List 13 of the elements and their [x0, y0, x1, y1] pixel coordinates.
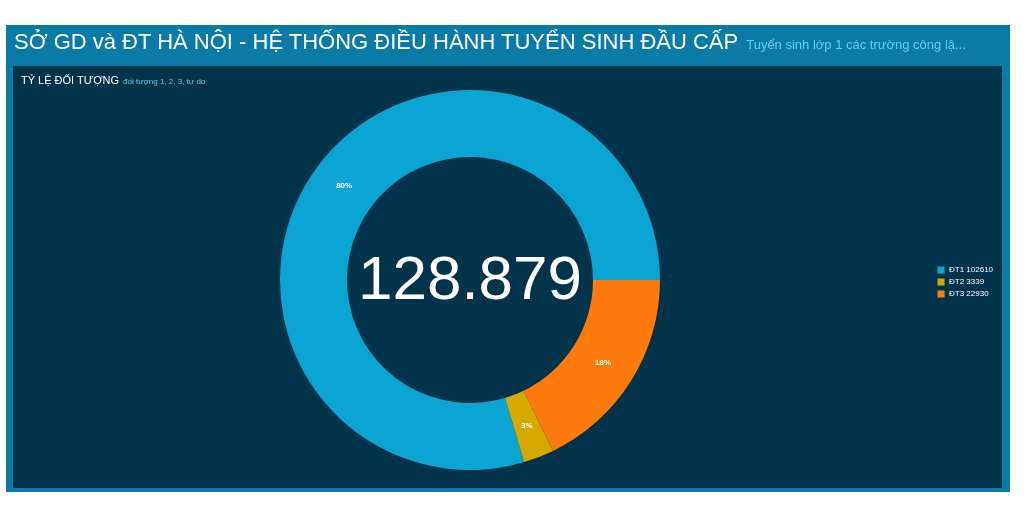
legend-label: ĐT1 102610 — [949, 265, 994, 274]
chart-title: SỞ GD và ĐT HÀ NỘI - HỆ THỐNG ĐIỀU HÀNH TUYỂN SINH ĐẦU CẤP — [14, 29, 739, 54]
donut-slice — [505, 390, 554, 463]
legend-label: ĐT3 22930 — [949, 289, 990, 298]
chart-subtitle: Tuyển sinh lớp 1 các trường công lậ... — [746, 37, 966, 52]
data-label: 80% — [336, 181, 353, 191]
text: đối tượng 1, 2, 3, tự do — [123, 77, 206, 86]
text: TỶ LỆ ĐỐI TƯỢNG — [21, 74, 120, 86]
legend-label: ĐT2 3339 — [949, 277, 985, 286]
data-label: 18% — [595, 358, 612, 368]
data-label: 3% — [521, 421, 533, 431]
text: 128.879 — [357, 243, 583, 312]
donut-slice — [280, 90, 660, 470]
